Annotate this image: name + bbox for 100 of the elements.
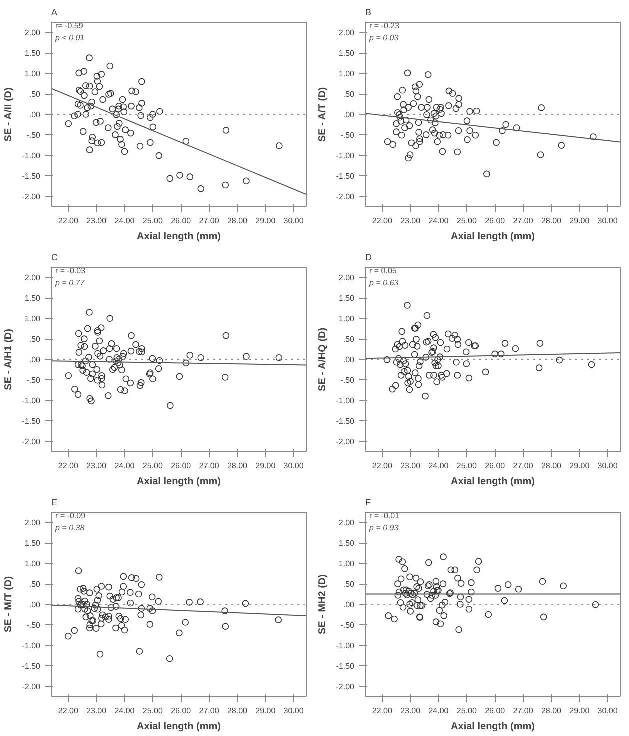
y-tick-label: -1.00 (22, 396, 42, 406)
y-axis-title: SE - A/T (D) (317, 87, 328, 142)
y-tick-label: 1.50 (24, 294, 42, 304)
x-tick-label: 30.00 (598, 706, 618, 716)
y-tick-label: -.50 (340, 376, 356, 385)
annotation: r = 0.05 (370, 266, 398, 276)
x-tick-label: 28.00 (541, 462, 562, 470)
x-tick-label: 23.00 (86, 216, 108, 226)
x-axis-title: Axial length (mm) (451, 476, 535, 488)
x-axis-title: Axial length (mm) (137, 232, 221, 242)
y-tick-label: .00 (343, 356, 356, 364)
y-tick-label: .50 (343, 335, 356, 344)
x-tick-label: 27.00 (513, 216, 534, 226)
y-tick-label: .00 (29, 110, 42, 120)
y-tick-label: -2.00 (336, 192, 356, 202)
x-tick-label: 29.00 (570, 706, 590, 716)
annotation: r = -0.01 (370, 512, 400, 520)
y-tick-label: -.50 (26, 130, 42, 140)
y-tick-label: 2.00 (338, 274, 356, 283)
y-tick-label: 1.00 (338, 314, 356, 324)
y-axis-title: SE - A/HQ (D) (317, 328, 328, 392)
y-tick-label: .50 (29, 90, 42, 100)
chart-title: B (366, 8, 372, 18)
x-tick-label: 29.00 (570, 462, 590, 470)
chart-title: E (52, 498, 58, 508)
x-axis-title: Axial length (mm) (137, 722, 221, 732)
y-tick-label: .00 (29, 356, 42, 364)
chart-title: D (366, 252, 372, 262)
y-tick-label: 1.50 (24, 49, 42, 58)
y-tick-label: -1.00 (22, 151, 42, 160)
x-tick-label: 23.00 (86, 462, 108, 470)
y-tick-label: 2.00 (24, 518, 42, 528)
x-tick-label: 28.00 (227, 462, 248, 470)
x-tick-label: 28.00 (541, 706, 562, 716)
x-tick-label: 28.00 (541, 216, 562, 226)
y-tick-label: .00 (343, 600, 356, 610)
y-tick-label: .50 (343, 580, 356, 590)
x-tick-label: 28.00 (227, 706, 248, 716)
x-axis-title: Axial length (mm) (137, 476, 221, 488)
y-tick-label: -1.50 (336, 416, 356, 426)
annotation: p = 0.77 (54, 278, 86, 288)
annotation: r= -0.59 (56, 22, 84, 30)
x-tick-label: 23.00 (400, 706, 422, 716)
y-tick-label: 1.00 (338, 70, 356, 79)
y-axis-title: SE - A/H1 (D) (3, 329, 14, 390)
annotation: p = 0.93 (368, 524, 400, 532)
y-tick-label: -1.50 (336, 662, 356, 671)
x-tick-label: 27.00 (513, 462, 534, 470)
y-tick-label: -.50 (340, 130, 356, 140)
y-tick-label: -.50 (340, 620, 356, 630)
annotation: p = 0.03 (368, 34, 400, 42)
x-tick-label: 29.00 (256, 216, 276, 226)
x-tick-label: 30.00 (284, 462, 304, 470)
x-tick-label: 26.00 (171, 462, 192, 470)
y-axis-title: SE - M/T (D) (3, 576, 14, 633)
y-tick-label: -2.00 (22, 192, 42, 202)
x-tick-label: 23.00 (400, 462, 422, 470)
y-axis-title: SE - A/II (D) (3, 88, 14, 142)
y-tick-label: -1.50 (22, 416, 42, 426)
y-tick-label: .50 (29, 580, 42, 590)
x-tick-label: 27.00 (199, 216, 220, 226)
x-tick-label: 28.00 (227, 216, 248, 226)
annotation: p = 0.38 (54, 524, 86, 532)
x-tick-label: 24.00 (428, 706, 450, 716)
y-tick-label: -.50 (26, 376, 42, 385)
x-tick-label: 25.00 (142, 462, 164, 470)
chart-title: A (52, 8, 58, 18)
y-tick-label: 1.50 (338, 49, 356, 58)
x-tick-label: 26.00 (171, 706, 192, 716)
x-tick-label: 22.00 (58, 706, 79, 716)
x-tick-label: 30.00 (598, 216, 618, 226)
x-tick-label: 29.00 (256, 462, 276, 470)
x-tick-label: 27.00 (199, 462, 220, 470)
x-tick-label: 24.00 (114, 216, 136, 226)
y-tick-label: -1.50 (22, 662, 42, 671)
y-tick-label: .00 (29, 600, 42, 610)
x-tick-label: 24.00 (428, 216, 450, 226)
annotation: p = 0.63 (368, 278, 400, 288)
y-tick-label: -1.00 (22, 641, 42, 650)
y-tick-label: -1.00 (336, 641, 356, 650)
x-tick-label: 23.00 (400, 216, 422, 226)
x-tick-label: 27.00 (513, 706, 534, 716)
chart-title: C (52, 252, 58, 262)
x-axis-title: Axial length (mm) (451, 722, 535, 732)
x-tick-label: 29.00 (256, 706, 276, 716)
x-tick-label: 25.00 (456, 216, 478, 226)
x-tick-label: 26.00 (485, 706, 506, 716)
y-tick-label: 2.00 (24, 28, 42, 38)
y-tick-label: 1.00 (24, 70, 42, 79)
y-tick-label: -1.00 (336, 396, 356, 406)
y-tick-label: -2.00 (336, 682, 356, 692)
y-tick-label: 1.50 (338, 539, 356, 548)
x-tick-label: 29.00 (570, 216, 590, 226)
x-tick-label: 26.00 (485, 216, 506, 226)
y-tick-label: .00 (343, 110, 356, 120)
x-tick-label: 22.00 (58, 216, 79, 226)
x-tick-label: 25.00 (456, 706, 478, 716)
annotation: r = -0.23 (370, 22, 400, 30)
y-tick-label: 2.00 (338, 28, 356, 38)
y-axis-title: SE - MH2 (D) (317, 574, 328, 634)
